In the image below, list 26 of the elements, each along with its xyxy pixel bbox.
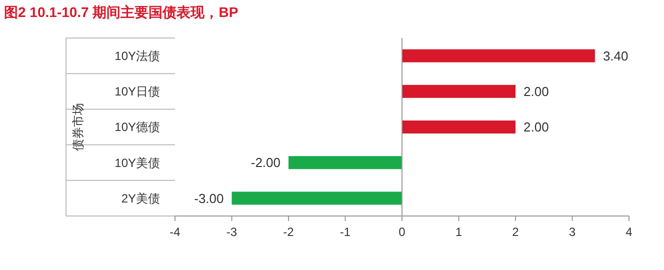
x-tick-label: -3: [226, 225, 238, 239]
bar: [288, 156, 402, 170]
y-tick-label: 10Y德债: [114, 120, 160, 134]
bar: [232, 192, 402, 205]
x-tick-label: -1: [340, 225, 351, 239]
data-label: -3.00: [194, 190, 224, 206]
x-tick-label: 0: [398, 225, 406, 239]
data-label: 2.00: [524, 84, 549, 99]
data-label: 2.00: [524, 120, 549, 135]
x-tick-label: -4: [170, 225, 181, 239]
y-axis-title: 债券市场: [71, 103, 85, 151]
x-tick-label: 2: [512, 225, 520, 239]
chart-title: 图2 10.1-10.7 期间主要国债表现，BP: [4, 4, 238, 20]
y-tick-label: 10Y日债: [114, 84, 160, 99]
bar: [402, 49, 595, 62]
bar: [402, 120, 516, 134]
x-tick-label: -2: [283, 225, 294, 239]
x-tick-label: 1: [455, 225, 462, 239]
x-tick-label: 4: [626, 225, 633, 239]
y-tick-label: 2Y美债: [121, 191, 160, 206]
data-label: 3.40: [602, 48, 628, 64]
y-tick-label: 10Y美债: [114, 156, 160, 170]
y-tick-label: 10Y法债: [114, 49, 160, 63]
bar: [402, 84, 516, 98]
data-label: -2.00: [250, 155, 280, 170]
x-tick-label: 3: [568, 225, 576, 239]
